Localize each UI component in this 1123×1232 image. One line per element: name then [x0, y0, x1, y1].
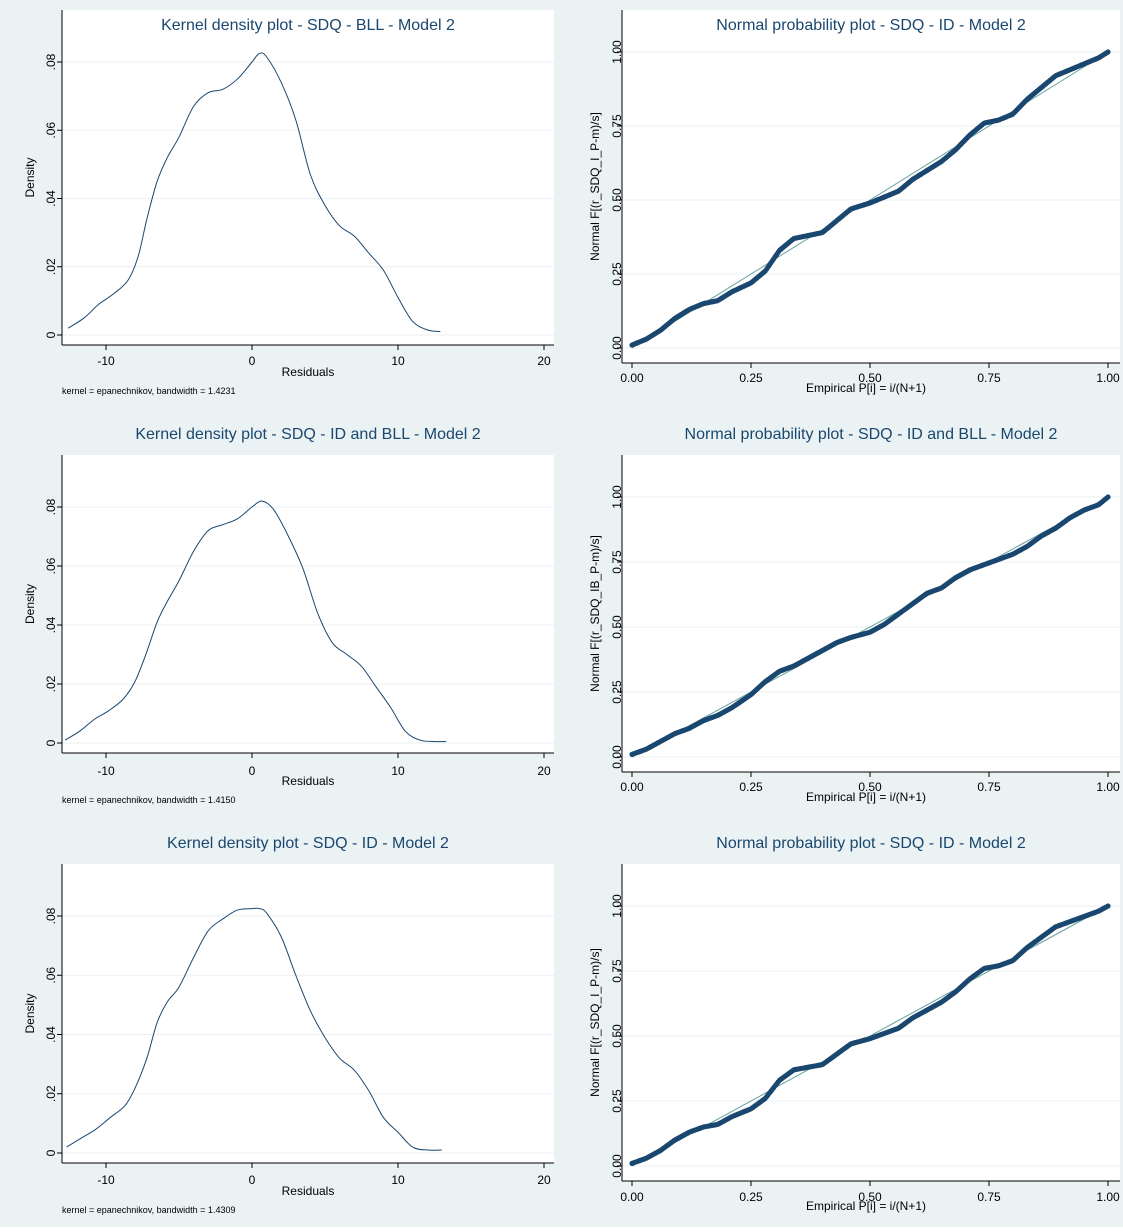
x-tick-label: 1.00: [1096, 371, 1120, 385]
chart-title: Normal probability plot - SDQ - ID - Mod…: [716, 835, 1026, 852]
chart-title: Kernel density plot - SDQ - ID - Model 2: [167, 835, 449, 852]
plot-area: [622, 10, 1120, 363]
chart-note: kernel = epanechnikov, bandwidth = 1.415…: [62, 795, 235, 805]
x-tick-label: -10: [97, 1173, 115, 1187]
y-tick-label: 0.75: [610, 114, 624, 138]
x-tick-label: 0: [249, 1173, 256, 1187]
x-tick-label: 0.75: [977, 1190, 1001, 1204]
y-tick-label: .02: [44, 1085, 58, 1102]
x-tick-label: 20: [537, 354, 551, 368]
density-line: [67, 52, 441, 333]
chart-title: Normal probability plot - SDQ - ID - Mod…: [716, 17, 1026, 34]
x-tick-label: 0.00: [620, 371, 644, 385]
density-line: [66, 907, 442, 1151]
x-tick-label: -10: [97, 764, 115, 778]
y-tick-label: 0: [44, 739, 58, 746]
plot-area: [62, 864, 554, 1163]
y-tick-label: 0.25: [610, 1089, 624, 1113]
y-tick-label: .04: [44, 190, 58, 207]
x-tick-label: 10: [391, 1173, 405, 1187]
x-tick-label: 0.50: [858, 780, 882, 794]
data-point: [1105, 49, 1111, 55]
y-tick-label: 0.00: [610, 745, 624, 769]
x-tick-label: 0.00: [620, 1190, 644, 1204]
x-tick-label: 10: [391, 764, 405, 778]
y-axis-label: Normal F[(r_SDQ_IB_P-m)/s]: [588, 535, 602, 692]
x-tick-label: 0.75: [977, 371, 1001, 385]
x-axis-label: Residuals: [282, 774, 335, 788]
x-axis-label: Empirical P[i] = i/(N+1): [806, 381, 926, 395]
y-tick-label: .08: [44, 53, 58, 70]
y-tick-label: .08: [44, 498, 58, 515]
y-axis-label: Normal F[(r_SDQ_I_P-m)/s]: [588, 112, 602, 261]
y-tick-label: .04: [44, 616, 58, 633]
y-tick-label: .02: [44, 258, 58, 275]
x-tick-label: 1.00: [1096, 1190, 1120, 1204]
x-tick-label: 0: [249, 354, 256, 368]
x-tick-label: 0.25: [739, 371, 763, 385]
y-tick-label: .06: [44, 557, 58, 574]
y-tick-label: 1.00: [610, 485, 624, 509]
chart-title: Kernel density plot - SDQ - BLL - Model …: [161, 17, 455, 34]
plot-area: [622, 864, 1120, 1181]
y-tick-label: .06: [44, 122, 58, 139]
x-axis-label: Empirical P[i] = i/(N+1): [806, 1199, 926, 1213]
y-tick-label: .04: [44, 1026, 58, 1043]
y-axis-label: Normal F[(r_SDQ_I_P-m)/s]: [588, 948, 602, 1097]
x-tick-label: 0: [249, 764, 256, 778]
y-tick-label: .06: [44, 967, 58, 984]
x-tick-label: 20: [537, 764, 551, 778]
x-tick-label: 0.50: [858, 1190, 882, 1204]
x-tick-label: 1.00: [1096, 780, 1120, 794]
data-point: [1105, 903, 1111, 909]
y-tick-label: 0: [44, 1149, 58, 1156]
y-tick-label: 1.00: [610, 894, 624, 918]
x-tick-label: 0.25: [739, 780, 763, 794]
x-tick-label: 0.25: [739, 1190, 763, 1204]
x-tick-label: 0.50: [858, 371, 882, 385]
reference-line: [631, 496, 1109, 758]
chart-note: kernel = epanechnikov, bandwidth = 1.430…: [62, 1205, 235, 1215]
y-tick-label: 0.25: [610, 680, 624, 704]
y-tick-label: 0.00: [610, 1154, 624, 1178]
x-axis-label: Residuals: [282, 365, 335, 379]
x-axis-label: Empirical P[i] = i/(N+1): [806, 790, 926, 804]
y-axis-label: Density: [23, 584, 37, 624]
y-tick-label: 1.00: [610, 40, 624, 64]
chart-note: kernel = epanechnikov, bandwidth = 1.423…: [62, 386, 235, 396]
plot-area: [62, 10, 554, 345]
y-tick-label: 0.50: [610, 188, 624, 212]
x-axis-label: Residuals: [282, 1184, 335, 1198]
density-line: [64, 500, 447, 743]
y-tick-label: 0.25: [610, 262, 624, 286]
x-tick-label: -10: [97, 354, 115, 368]
y-axis-label: Density: [23, 157, 37, 197]
chart-title: Kernel density plot - SDQ - ID and BLL -…: [135, 426, 480, 443]
y-tick-label: 0.75: [610, 550, 624, 574]
y-tick-label: 0.75: [610, 959, 624, 983]
x-tick-label: 20: [537, 1173, 551, 1187]
y-tick-label: 0.50: [610, 1024, 624, 1048]
plot-area: [62, 455, 554, 753]
y-tick-label: 0: [44, 331, 58, 338]
y-tick-label: 0.50: [610, 615, 624, 639]
chart-title: Normal probability plot - SDQ - ID and B…: [685, 426, 1058, 443]
data-point: [1105, 494, 1111, 500]
x-tick-label: 10: [391, 354, 405, 368]
y-tick-label: .02: [44, 675, 58, 692]
y-tick-label: .08: [44, 907, 58, 924]
x-tick-label: 0.75: [977, 780, 1001, 794]
x-tick-label: 0.00: [620, 780, 644, 794]
y-axis-label: Density: [23, 993, 37, 1033]
y-tick-label: 0.00: [610, 336, 624, 360]
